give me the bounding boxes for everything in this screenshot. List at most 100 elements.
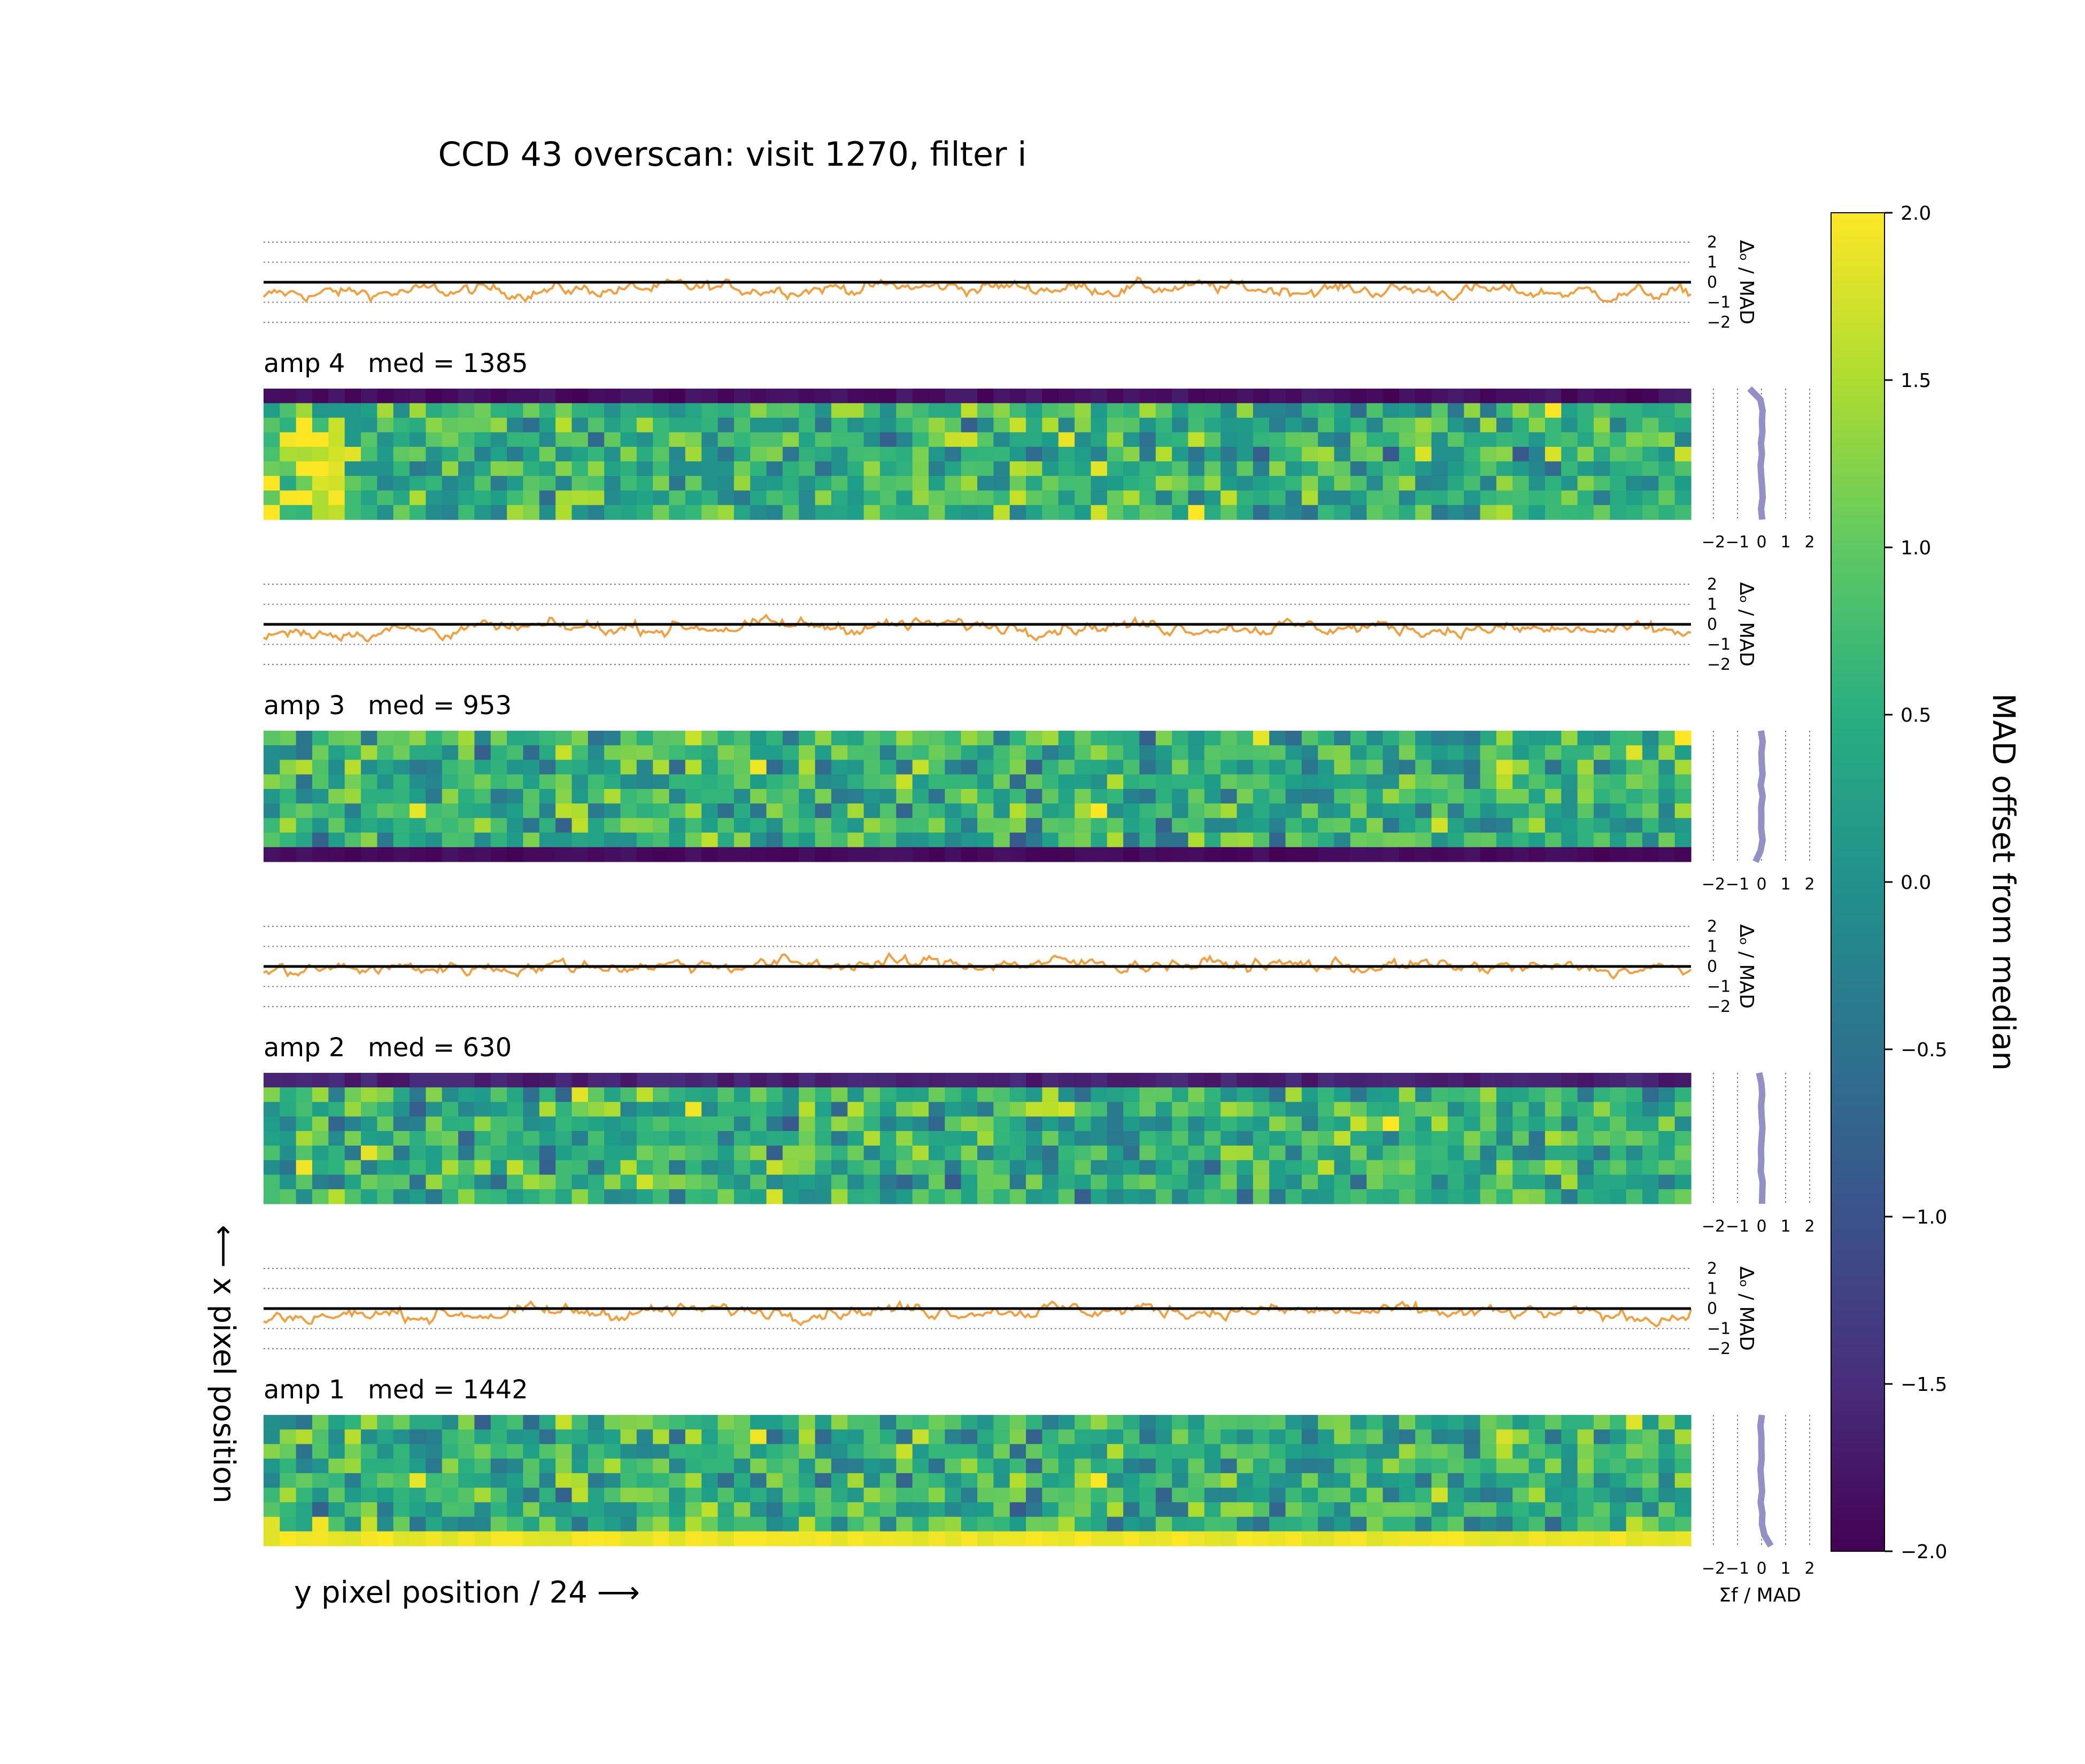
heatmap-cell	[410, 1116, 427, 1132]
heatmap-cell	[1642, 446, 1659, 462]
heatmap-cell	[701, 1488, 719, 1503]
heatmap-cell	[539, 1517, 556, 1532]
heatmap-cell	[993, 432, 1010, 447]
heatmap-cell	[961, 446, 978, 462]
heatmap-cell	[1593, 490, 1610, 506]
heatmap-cell	[799, 1488, 816, 1503]
heatmap-cell	[410, 1087, 427, 1103]
heatmap-cell	[1285, 1189, 1302, 1204]
heatmap-cell	[1075, 505, 1091, 520]
heatmap-cell	[620, 832, 637, 848]
heatmap-cell	[1009, 1517, 1026, 1532]
heatmap-cell	[1285, 774, 1302, 790]
heatmap-cell	[377, 505, 394, 520]
heatmap-cell	[1658, 1502, 1675, 1518]
heatmap-cell	[1221, 1146, 1238, 1160]
heatmap-cell	[312, 432, 329, 447]
heatmap-cell	[1172, 1116, 1189, 1132]
heatmap-cell	[1026, 1160, 1042, 1175]
heatmap-cell	[523, 403, 540, 419]
heatmap-cell	[1009, 476, 1026, 491]
heatmap-cell	[328, 1531, 345, 1546]
heatmap-cell	[1480, 1444, 1497, 1459]
heatmap-cell	[782, 1102, 799, 1117]
heatmap-cell	[896, 1189, 913, 1204]
heatmap-cell	[523, 1502, 540, 1518]
heatmap-cell	[1221, 1458, 1238, 1474]
heatmap-cell	[669, 1429, 686, 1445]
side-tick-label: 0	[1756, 875, 1766, 894]
heatmap-cell	[588, 403, 605, 419]
heatmap-cell	[1561, 1073, 1578, 1088]
heatmap-cell	[1496, 461, 1513, 476]
heatmap-cell	[1253, 417, 1270, 433]
heatmap-cell	[879, 1116, 897, 1132]
heatmap-cell	[993, 1488, 1010, 1503]
heatmap-cell	[879, 403, 897, 419]
heatmap-cell	[831, 731, 848, 746]
heatmap-cell	[1285, 1116, 1302, 1132]
heatmap-cell	[669, 1517, 686, 1532]
heatmap-cell	[1318, 403, 1335, 419]
heatmap-cell	[912, 1429, 929, 1445]
heatmap-cell	[1399, 476, 1416, 491]
heatmap-cell	[296, 403, 313, 419]
heatmap-cell	[1139, 446, 1156, 462]
heatmap-cell	[1188, 1131, 1205, 1146]
heatmap-cell	[945, 1531, 962, 1546]
heatmap-cell	[426, 803, 443, 818]
heatmap-cell	[653, 1473, 670, 1488]
heatmap-cell	[1221, 1488, 1238, 1503]
heatmap-cell	[1496, 1458, 1513, 1474]
heatmap-cell	[1658, 774, 1675, 790]
heatmap-cell	[280, 1073, 297, 1088]
heatmap-cell	[1237, 731, 1254, 746]
heatmap-cell	[993, 1116, 1010, 1132]
heatmap-cell	[1221, 476, 1238, 491]
heatmap-cell	[1058, 1502, 1075, 1518]
heatmap-cell	[701, 1073, 719, 1088]
heatmap-cell	[1107, 1502, 1124, 1518]
heatmap-cell	[1155, 490, 1172, 506]
heatmap-cell	[620, 1415, 637, 1430]
heatmap-cell	[523, 1160, 540, 1175]
heatmap-cell	[993, 1087, 1010, 1103]
heatmap-cell	[847, 1146, 864, 1160]
heatmap-cell	[945, 417, 962, 433]
colorbar-tick-label: −1.0	[1901, 1206, 1947, 1228]
heatmap-cell	[1464, 1146, 1481, 1160]
heatmap-cell	[1512, 1458, 1530, 1474]
heatmap-cell	[879, 476, 897, 491]
heatmap-cell	[344, 832, 361, 848]
heatmap-cell	[636, 1517, 653, 1532]
heatmap-cell	[815, 731, 832, 746]
heatmap-cell	[945, 832, 962, 848]
heatmap-cell	[280, 803, 297, 818]
heatmap-cell	[1301, 1116, 1318, 1132]
heatmap-cell	[1350, 505, 1367, 520]
heatmap-cell	[1528, 1473, 1546, 1488]
heatmap-cell	[361, 832, 377, 848]
heatmap-cell	[1075, 788, 1091, 804]
heatmap-cell	[1221, 847, 1238, 862]
heatmap-cell	[928, 1458, 945, 1474]
heatmap-cell	[1139, 832, 1156, 848]
heatmap-cell	[1399, 1073, 1416, 1088]
heatmap-cell	[361, 1502, 377, 1518]
heatmap-cell	[523, 1517, 540, 1532]
heatmap-cell	[1123, 745, 1140, 761]
heatmap-cell	[490, 1517, 507, 1532]
heatmap-cell	[831, 745, 848, 761]
heatmap-cell	[1269, 774, 1286, 790]
heatmap-cell	[312, 490, 329, 506]
heatmap-cell	[1107, 1473, 1124, 1488]
heatmap-cell	[653, 774, 670, 790]
heatmap-cell	[523, 1444, 540, 1459]
heatmap-cell	[1301, 1174, 1318, 1190]
heatmap-cell	[717, 1189, 735, 1204]
heatmap-cell	[344, 403, 361, 419]
heatmap-cell	[799, 1087, 816, 1103]
heatmap-cell	[458, 1189, 475, 1204]
heatmap-cell	[1009, 818, 1026, 833]
heatmap-cell	[782, 417, 799, 433]
